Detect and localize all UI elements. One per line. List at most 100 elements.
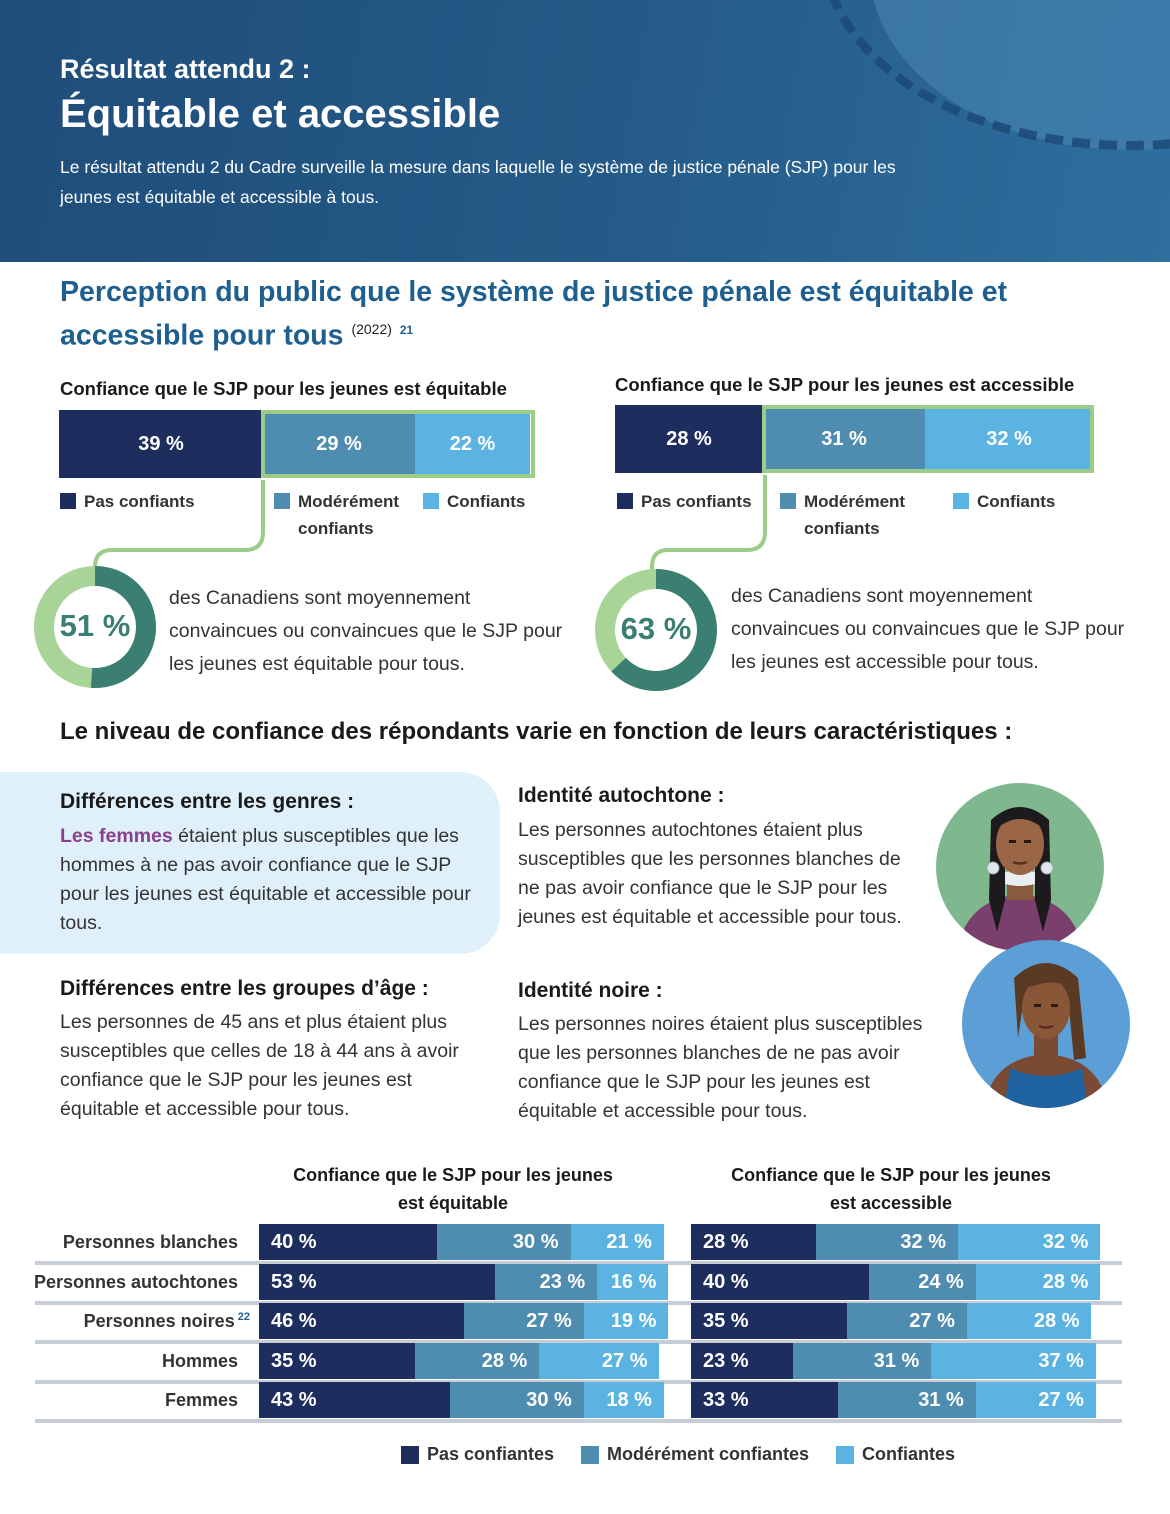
header-description: Le résultat attendu 2 du Cadre surveille… — [60, 157, 896, 207]
bar-segment-not-confident: 28 % — [615, 405, 763, 473]
bar-segment-confident: 19 % — [583, 1303, 669, 1339]
indigenous-title: Identité autochtone : — [518, 784, 725, 807]
bar-segment-moderately-confident: 31 % — [837, 1382, 976, 1418]
header-banner: Résultat attendu 2 : Équitable et access… — [0, 0, 1170, 262]
bar-segment-not-confident: 28 % — [691, 1224, 816, 1260]
bar-segment-moderately-confident: 31 % — [763, 405, 925, 473]
bottom-legend-confident: Confiantes — [836, 1444, 955, 1465]
legend-swatch — [617, 493, 633, 509]
row-label: Femmes — [164, 1390, 238, 1410]
legend-swatch — [581, 1446, 599, 1464]
donut-value-accessible: 63 % — [620, 611, 692, 646]
bar-segment-moderately-confident: 23 % — [494, 1263, 598, 1300]
row-divider — [35, 1261, 1122, 1265]
row-label: Personnes blanches — [62, 1232, 238, 1252]
bar-segment-confident: 21 % — [570, 1224, 664, 1260]
legend-swatch — [953, 493, 969, 509]
donut-value-equitable: 51 % — [59, 608, 131, 643]
stacked-bar-accessible: 28 % 31 % 32 % — [615, 405, 1093, 473]
legend-swatch — [423, 493, 439, 509]
bar-segment-moderately-confident: 27 % — [846, 1303, 967, 1339]
bar-segment-moderately-confident: 29 % — [263, 410, 415, 478]
bar-segment-confident: 18 % — [583, 1382, 664, 1418]
connector-line-accessible — [650, 475, 767, 582]
highlight-frame-equitable — [261, 410, 535, 478]
legend-confident: Confiants — [953, 488, 1055, 515]
connector-line-equitable — [93, 480, 265, 580]
gender-text: Les femmes étaient plus susceptibles que… — [60, 822, 480, 938]
gender-panel-background — [0, 772, 500, 954]
bar-segment-confident: 37 % — [931, 1342, 1096, 1379]
bar-segment-not-confident: 40 % — [691, 1263, 869, 1300]
legend-swatch — [60, 493, 76, 509]
row-label: Personnes noires 22 — [83, 1311, 250, 1331]
header-title: Équitable et accessible — [60, 92, 501, 136]
section-footnote: 21 — [399, 323, 414, 337]
legend-swatch — [401, 1446, 419, 1464]
bar-segment-moderately-confident: 32 % — [815, 1224, 958, 1260]
legend-not-confident: Pas confiants — [60, 488, 195, 515]
section-title: Perception du public que le système de j… — [60, 274, 1120, 355]
gender-title: Différences entre les genres : — [60, 790, 355, 813]
bar-segment-moderately-confident: 24 % — [869, 1263, 976, 1300]
gender-highlight: Les femmes — [60, 825, 173, 847]
callout-equitable: des Canadiens sont moyennement convaincu… — [169, 587, 563, 675]
age-title: Différences entre les groupes d’âge : — [60, 977, 429, 1000]
bar-segment-moderately-confident: 27 % — [463, 1303, 584, 1339]
gender-body: étaient plus susceptibles que les hommes… — [60, 825, 471, 934]
header-kicker: Résultat attendu 2 : — [60, 54, 311, 84]
bar-segment-confident: 16 % — [597, 1263, 669, 1300]
table-heading-accessible: Confiance que le SJP pour les jeunes est… — [731, 1165, 1051, 1213]
bottom-legend-not-confident: Pas confiantes — [401, 1444, 554, 1465]
bar-segment-moderately-confident: 30 % — [450, 1382, 584, 1418]
characteristics-heading: Le niveau de confiance des répondants va… — [60, 718, 1013, 745]
bar-segment-confident: 32 % — [925, 405, 1093, 473]
highlight-frame-accessible — [762, 405, 1094, 473]
legend-confident: Confiants — [423, 488, 525, 515]
bar-segment-confident: 27 % — [539, 1342, 660, 1379]
indigenous-person-illustration — [936, 783, 1104, 951]
stacked-bar-equitable: 39 % 29 % 22 % — [59, 410, 534, 478]
legend-not-confident: Pas confiants — [617, 488, 752, 515]
legend-moderately-confident: Modérément confiants — [274, 488, 418, 542]
row-footnote: 22 — [234, 1311, 250, 1323]
bar-segment-moderately-confident: 31 % — [793, 1342, 932, 1379]
bar-segment-not-confident: 40 % — [259, 1224, 437, 1260]
bar-segment-not-confident: 35 % — [259, 1342, 415, 1379]
bar-segment-moderately-confident: 30 % — [437, 1224, 571, 1260]
row-label: Personnes autochtones — [33, 1271, 238, 1292]
black-person-illustration — [962, 940, 1130, 1108]
donut-accessible — [595, 569, 717, 691]
bar-segment-not-confident: 35 % — [691, 1303, 847, 1339]
legend-swatch — [836, 1446, 854, 1464]
table-heading-equitable: Confiance que le SJP pour les jeunes est… — [293, 1165, 613, 1213]
bar-segment-not-confident: 33 % — [691, 1382, 838, 1418]
bar-segment-confident: 28 % — [966, 1303, 1092, 1339]
bar-segment-not-confident: 39 % — [59, 410, 263, 478]
bar-segment-confident: 27 % — [975, 1382, 1096, 1418]
section-title-text: Perception du public que le système de j… — [60, 276, 1008, 352]
bar-segment-confident: 28 % — [975, 1263, 1101, 1300]
chart-title-equitable: Confiance que le SJP pour les jeunes est… — [60, 378, 507, 399]
black-text: Les personnes noires étaient plus suscep… — [518, 1013, 923, 1122]
bottom-legend-moderately-confident: Modérément confiantes — [581, 1444, 809, 1465]
bar-segment-not-confident: 46 % — [259, 1303, 464, 1339]
donut-equitable — [34, 566, 156, 688]
indigenous-text: Les personnes autochtones étaient plus s… — [518, 819, 902, 928]
bar-segment-not-confident: 43 % — [259, 1382, 451, 1418]
age-text: Les personnes de 45 ans et plus étaient … — [60, 1011, 459, 1120]
bar-segment-confident: 32 % — [958, 1224, 1101, 1260]
section-year: (2022) — [351, 321, 392, 337]
chart-title-accessible: Confiance que le SJP pour les jeunes est… — [615, 374, 1075, 395]
legend-swatch — [274, 493, 290, 509]
decorative-dashed-arc — [820, 0, 1170, 150]
bar-segment-not-confident: 23 % — [691, 1342, 794, 1379]
bar-segment-confident: 22 % — [415, 410, 530, 478]
row-label: Hommes — [161, 1350, 238, 1371]
legend-swatch — [780, 493, 796, 509]
callout-accessible: des Canadiens sont moyennement convaincu… — [731, 585, 1125, 673]
row-divider — [35, 1340, 1122, 1344]
row-divider — [35, 1300, 1122, 1305]
row-divider — [35, 1379, 1122, 1384]
legend-moderately-confident: Modérément confiants — [780, 488, 924, 542]
